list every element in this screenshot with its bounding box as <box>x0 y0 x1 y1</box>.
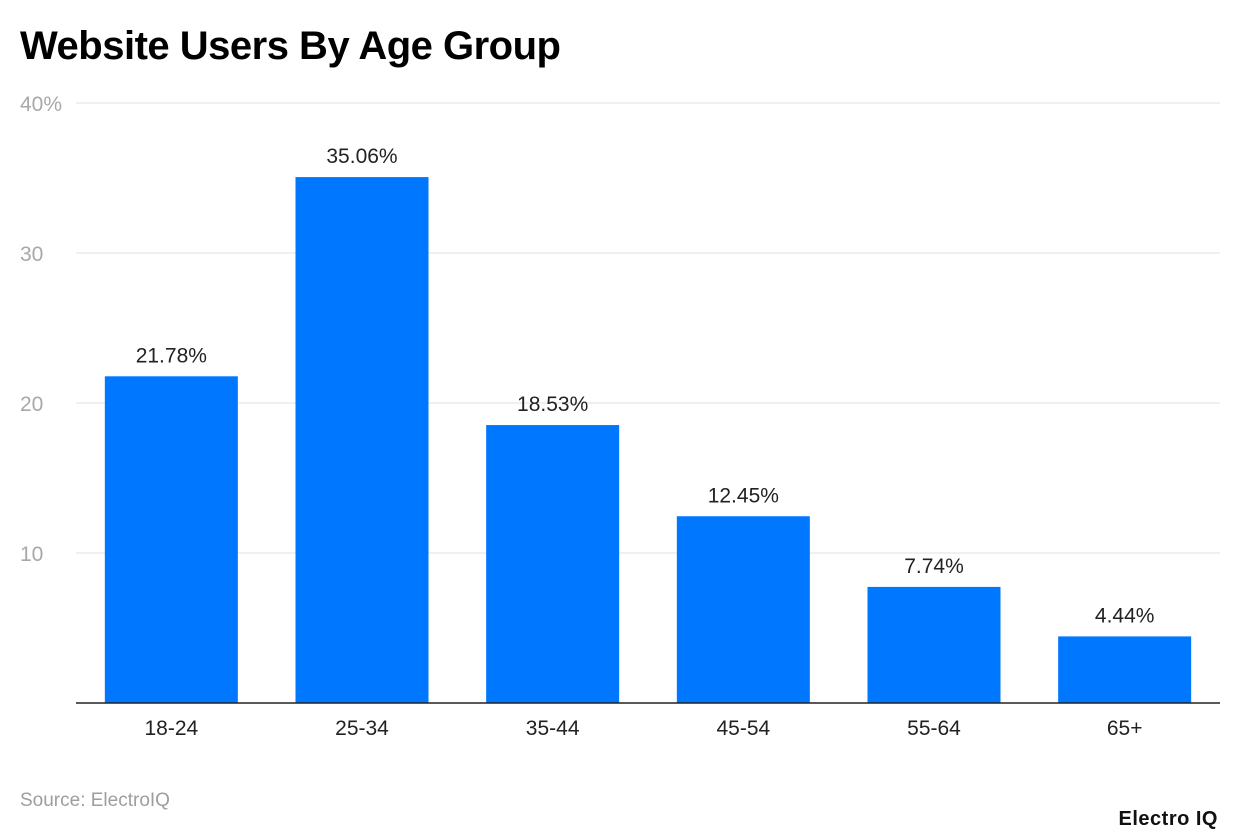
y-tick-label: 40% <box>20 93 62 116</box>
source-note: Source: ElectroIQ <box>20 790 170 811</box>
data-label: 35.06% <box>326 145 397 168</box>
y-tick-label: 10 <box>20 543 43 566</box>
x-tick-label: 45-54 <box>716 717 770 740</box>
x-tick-label: 55-64 <box>907 717 961 740</box>
x-tick-label: 65+ <box>1107 717 1143 740</box>
x-tick-label: 35-44 <box>526 717 580 740</box>
bar <box>104 376 238 703</box>
brand-logo: Electro IQ <box>1118 808 1218 830</box>
x-tick-label: 25-34 <box>335 717 389 740</box>
chart-title: Website Users By Age Group <box>20 24 561 68</box>
bar <box>486 425 620 703</box>
data-label: 7.74% <box>904 555 964 578</box>
bar <box>867 586 1001 703</box>
data-label: 18.53% <box>517 393 588 416</box>
bar <box>676 516 810 703</box>
data-label: 21.78% <box>136 344 207 367</box>
y-tick-label: 30 <box>20 243 43 266</box>
bar <box>295 177 429 704</box>
bar <box>1058 636 1192 703</box>
data-label: 4.44% <box>1095 604 1155 627</box>
y-tick-label: 20 <box>20 393 43 416</box>
x-tick-label: 18-24 <box>144 717 198 740</box>
data-label: 12.45% <box>708 484 779 507</box>
